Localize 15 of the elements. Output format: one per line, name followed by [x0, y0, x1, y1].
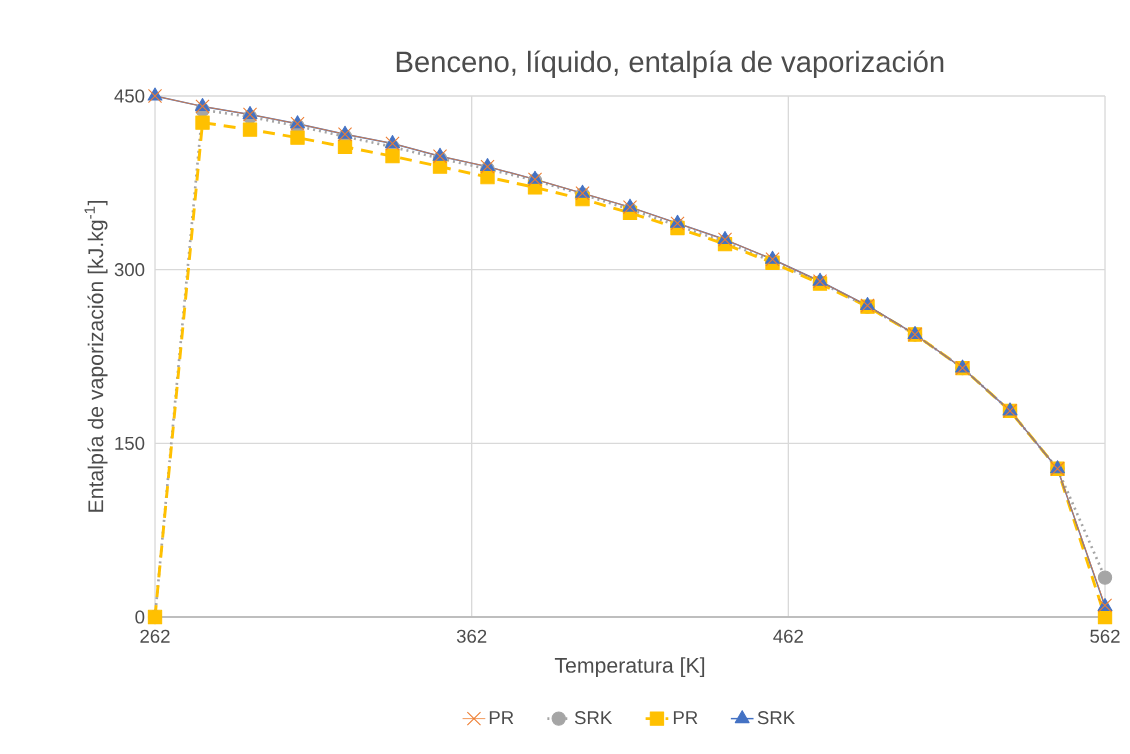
x-tick-label: 262	[140, 629, 170, 643]
legend-label: SRK	[757, 711, 795, 725]
x-tick-label: 562	[1090, 629, 1120, 643]
chart-title: Benceno, líquido, entalpía de vaporización	[396, 50, 944, 79]
y-axis-title: Entalpía de vaporización [kJ.kg$^{-1}$]	[84, 201, 108, 512]
y-tick-label: 450	[114, 89, 145, 103]
x-axis-title: Temperatura [K]	[554, 657, 705, 678]
y-tick-label: 150	[115, 436, 145, 450]
x-tick-label: 362	[456, 629, 487, 643]
x-tick-label: 462	[773, 629, 803, 643]
legend-label: PR	[673, 711, 698, 725]
y-tick-label: 300	[114, 263, 145, 277]
legend-label: PR	[489, 711, 514, 725]
legend-label: SRK	[574, 711, 613, 725]
y-tick-label: 0	[135, 610, 145, 624]
